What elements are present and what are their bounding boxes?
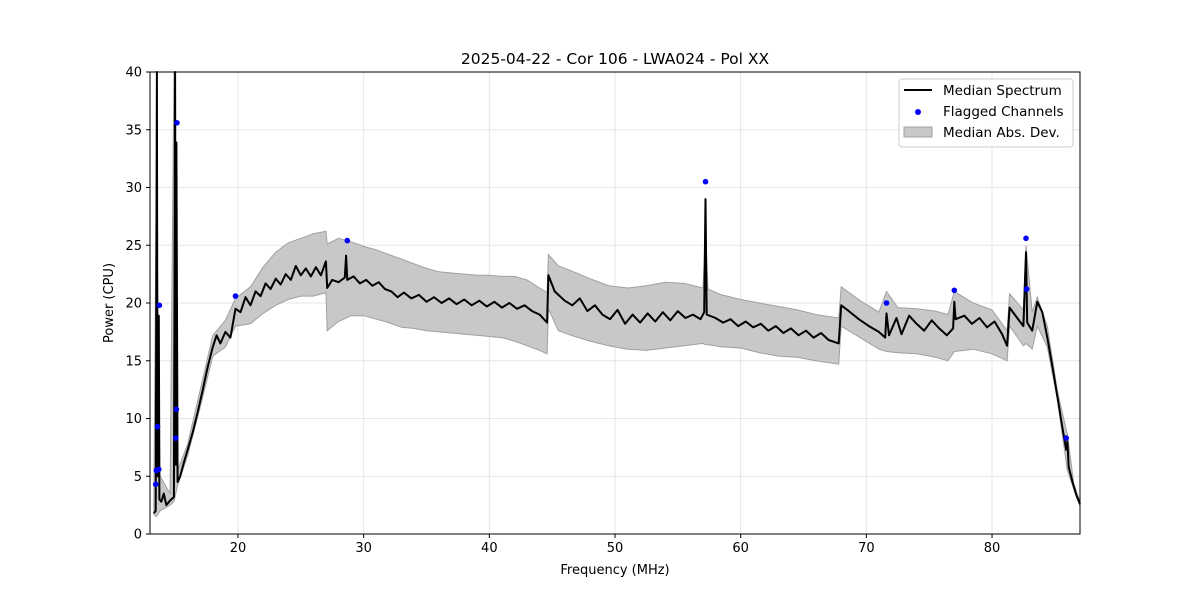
legend-mad-swatch	[903, 126, 933, 138]
legend-median-label: Median Spectrum	[943, 83, 1062, 99]
flagged-channel-point	[154, 423, 161, 430]
x-tick-label: 40	[481, 541, 498, 556]
legend-box	[898, 78, 1074, 148]
y-axis-label: Power (CPU)	[102, 263, 117, 343]
flagged-channel-point	[173, 406, 180, 413]
x-tick-label: 30	[355, 541, 372, 556]
flagged-channel-point	[156, 302, 163, 309]
flagged-channel-point	[1023, 286, 1030, 292]
flagged-channel-point	[174, 120, 180, 126]
y-tick-label: 35	[125, 123, 142, 138]
x-tick-label: 60	[732, 541, 749, 556]
flagged-channel-point	[232, 293, 239, 299]
flagged-channel-point	[883, 300, 890, 306]
x-tick-label: 70	[858, 541, 875, 556]
y-tick-label: 25	[125, 239, 142, 254]
legend: Median Spectrum Flagged Channels Median …	[898, 78, 1074, 148]
x-axis-ticks: 20 30 40 50 60 70 80	[230, 534, 1001, 556]
y-tick-label: 20	[125, 297, 142, 312]
y-tick-label: 15	[125, 354, 142, 369]
flagged-channel-point	[951, 287, 958, 294]
legend-flagged-label: Flagged Channels	[943, 104, 1064, 120]
y-tick-label: 0	[134, 528, 142, 543]
flagged-channel-point	[702, 178, 709, 185]
chart-title: 2025-04-22 - Cor 106 - LWA024 - Pol XX	[461, 50, 770, 68]
x-tick-label: 80	[984, 541, 1001, 556]
median-spectrum-line	[153, 71, 1081, 514]
y-tick-label: 30	[125, 181, 142, 196]
y-axis-ticks: 0 5 10 15 20 25 30 35 40	[125, 66, 150, 543]
x-axis-label: Frequency (MHz)	[560, 563, 669, 578]
flagged-channel-point	[156, 466, 162, 473]
flagged-channel-point	[344, 237, 351, 244]
flagged-channel-point	[1023, 235, 1029, 242]
y-tick-label: 5	[134, 470, 142, 485]
y-tick-label: 40	[125, 66, 142, 81]
flagged-channel-point	[152, 481, 159, 488]
flagged-channels	[152, 120, 1069, 488]
legend-flagged-marker	[915, 109, 921, 115]
legend-mad-label: Median Abs. Dev.	[943, 125, 1060, 141]
flagged-channel-point	[173, 435, 179, 441]
plot-area	[149, 71, 1081, 535]
flagged-channel-point	[1063, 435, 1069, 441]
x-tick-label: 20	[230, 541, 247, 556]
x-tick-label: 50	[607, 541, 624, 556]
y-tick-label: 10	[125, 412, 142, 427]
